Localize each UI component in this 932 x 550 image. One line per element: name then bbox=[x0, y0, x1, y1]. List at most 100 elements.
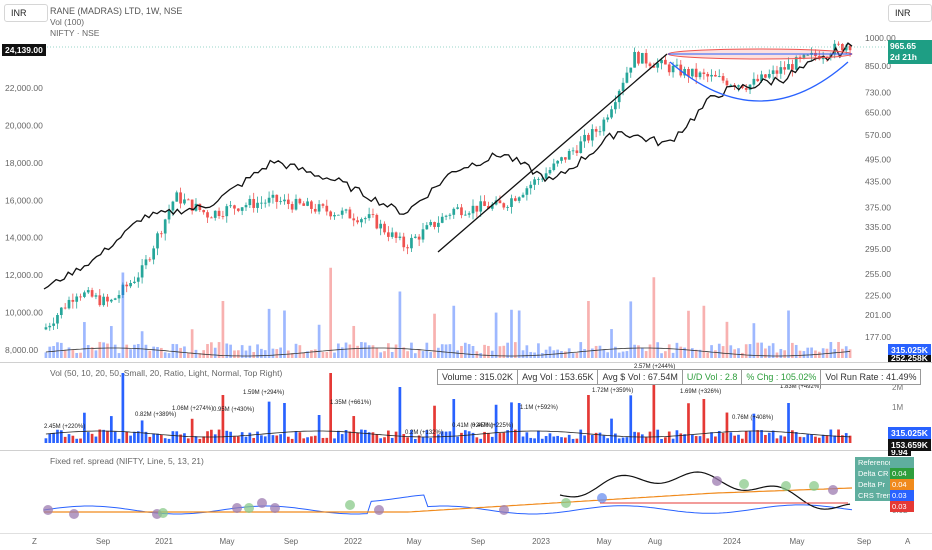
candle-body bbox=[487, 205, 490, 209]
spread-panel bbox=[43, 471, 853, 519]
index-legend[interactable]: NIFTY · NSE bbox=[50, 28, 100, 38]
volume-bar bbox=[129, 349, 132, 358]
volume-panel-bar bbox=[787, 403, 790, 443]
volume-bar bbox=[63, 350, 67, 358]
volume-panel-bar bbox=[183, 433, 186, 443]
volume-panel-bar bbox=[109, 416, 113, 443]
cup-pattern-drawing[interactable] bbox=[437, 48, 853, 253]
candle-body bbox=[548, 169, 552, 174]
volume-panel-bar bbox=[294, 431, 298, 443]
candle-body bbox=[183, 199, 186, 204]
candle-body bbox=[687, 69, 690, 77]
symbol-title[interactable]: RANE (MADRAS) LTD, 1W, NSE bbox=[50, 6, 183, 16]
volume-bar bbox=[244, 350, 248, 358]
candle-body bbox=[460, 207, 463, 216]
volume-panel-bar bbox=[156, 433, 159, 443]
volume-bar bbox=[344, 342, 348, 358]
last-price-tag: 965.65 2d 21h bbox=[888, 40, 932, 64]
price-tick-label: 177.00 bbox=[865, 332, 891, 342]
volume-panel-bar bbox=[710, 432, 713, 443]
volume-bar bbox=[671, 352, 675, 358]
spread-panel-legend[interactable]: Fixed ref. spread (NIFTY, Line, 5, 13, 2… bbox=[50, 456, 204, 466]
vol-legend[interactable]: Vol (100) bbox=[50, 17, 85, 27]
volume-panel-bar bbox=[136, 431, 140, 443]
volume-panel-bar bbox=[86, 432, 90, 443]
nifty-tick-label: 20,000.00 bbox=[5, 120, 43, 130]
reference-label: Reference bbox=[855, 457, 890, 468]
candle-body bbox=[213, 210, 217, 218]
volume-panel-bar bbox=[760, 430, 763, 443]
volume-bar bbox=[733, 349, 736, 358]
avg-volume-tag: 252.258K bbox=[888, 355, 931, 362]
candle-body bbox=[109, 299, 113, 302]
currency-button-left[interactable]: INR bbox=[4, 4, 48, 22]
volume-panel-bar bbox=[117, 438, 121, 443]
volume-bar bbox=[640, 347, 644, 358]
volume-annotation: 0.76M (+408%) bbox=[732, 415, 773, 421]
volume-bar bbox=[367, 345, 371, 358]
price-tick-label: 201.00 bbox=[865, 310, 891, 320]
candle-body bbox=[67, 299, 71, 309]
candle-body bbox=[325, 205, 329, 212]
stat-avg-dollar-vol: Avg $ Vol : 67.54M bbox=[598, 370, 683, 384]
candle-body bbox=[725, 80, 729, 86]
volume-panel-bar bbox=[644, 437, 648, 443]
volume-panel-bar bbox=[764, 434, 767, 443]
candle-body bbox=[590, 129, 594, 141]
candle-body bbox=[521, 194, 525, 198]
volume-panel-bar bbox=[640, 434, 644, 443]
volume-bar bbox=[637, 345, 640, 358]
candle-body bbox=[163, 219, 167, 234]
volume-panel-bar bbox=[406, 437, 409, 443]
volume-bar bbox=[513, 342, 517, 358]
volume-bar bbox=[71, 349, 75, 358]
volume-panel-bar bbox=[652, 375, 656, 443]
volume-tag: 315.025K bbox=[888, 344, 931, 356]
price-tick-label: 1000.00 bbox=[865, 33, 896, 43]
candle-body bbox=[794, 57, 798, 70]
candle-body bbox=[806, 54, 810, 56]
volume-bar bbox=[86, 345, 90, 358]
volume-bar bbox=[740, 352, 744, 358]
timezone-icon[interactable]: Z bbox=[32, 537, 37, 546]
candle-body bbox=[440, 216, 444, 223]
volume-panel-bar bbox=[379, 438, 383, 443]
volume-bar bbox=[94, 350, 98, 358]
candle-body bbox=[775, 70, 779, 74]
volume-annotation: 1.35M (+661%) bbox=[330, 400, 371, 406]
candle-body bbox=[714, 74, 717, 77]
volume-panel-bar bbox=[744, 431, 748, 443]
volume-panel-bar bbox=[98, 429, 102, 443]
spread-signal-dot bbox=[232, 503, 242, 513]
candle-body bbox=[421, 229, 425, 240]
volume-bar bbox=[621, 351, 625, 358]
time-tick-label: Sep bbox=[96, 537, 111, 546]
volume-panel-bar bbox=[748, 431, 752, 443]
volume-bar bbox=[283, 310, 286, 358]
volume-panel-bar bbox=[752, 413, 756, 443]
volume-bar bbox=[109, 326, 113, 358]
volume-average-line bbox=[45, 347, 851, 357]
time-tick-label: May bbox=[406, 537, 421, 546]
volume-bar bbox=[483, 344, 486, 358]
candle-body bbox=[125, 284, 129, 287]
volume-bar bbox=[152, 346, 156, 358]
volume-panel-bar bbox=[614, 433, 617, 443]
candle-body bbox=[671, 65, 675, 73]
volume-panel-bar bbox=[821, 434, 825, 443]
candle-body bbox=[333, 215, 336, 217]
volume-bar bbox=[787, 310, 790, 358]
volume-bar bbox=[156, 346, 159, 358]
candle-body bbox=[406, 247, 409, 249]
candle-body bbox=[694, 68, 698, 78]
auto-scale-icon[interactable]: A bbox=[905, 537, 911, 546]
volume-panel-bar bbox=[229, 431, 232, 443]
candle-body bbox=[336, 214, 340, 216]
volume-panel-bar bbox=[186, 438, 190, 443]
candle-body bbox=[121, 284, 125, 295]
volume-bar bbox=[248, 345, 252, 358]
time-axis: Sep 2021 May Sep 2022 May Sep 2023 May Aug 2024 May… bbox=[96, 537, 872, 546]
candle-body bbox=[706, 73, 710, 77]
vol-panel-legend[interactable]: Vol (50, 10, 20, 50, Small, 20, Ratio, L… bbox=[50, 368, 283, 378]
currency-button-right[interactable]: INR bbox=[888, 4, 932, 22]
